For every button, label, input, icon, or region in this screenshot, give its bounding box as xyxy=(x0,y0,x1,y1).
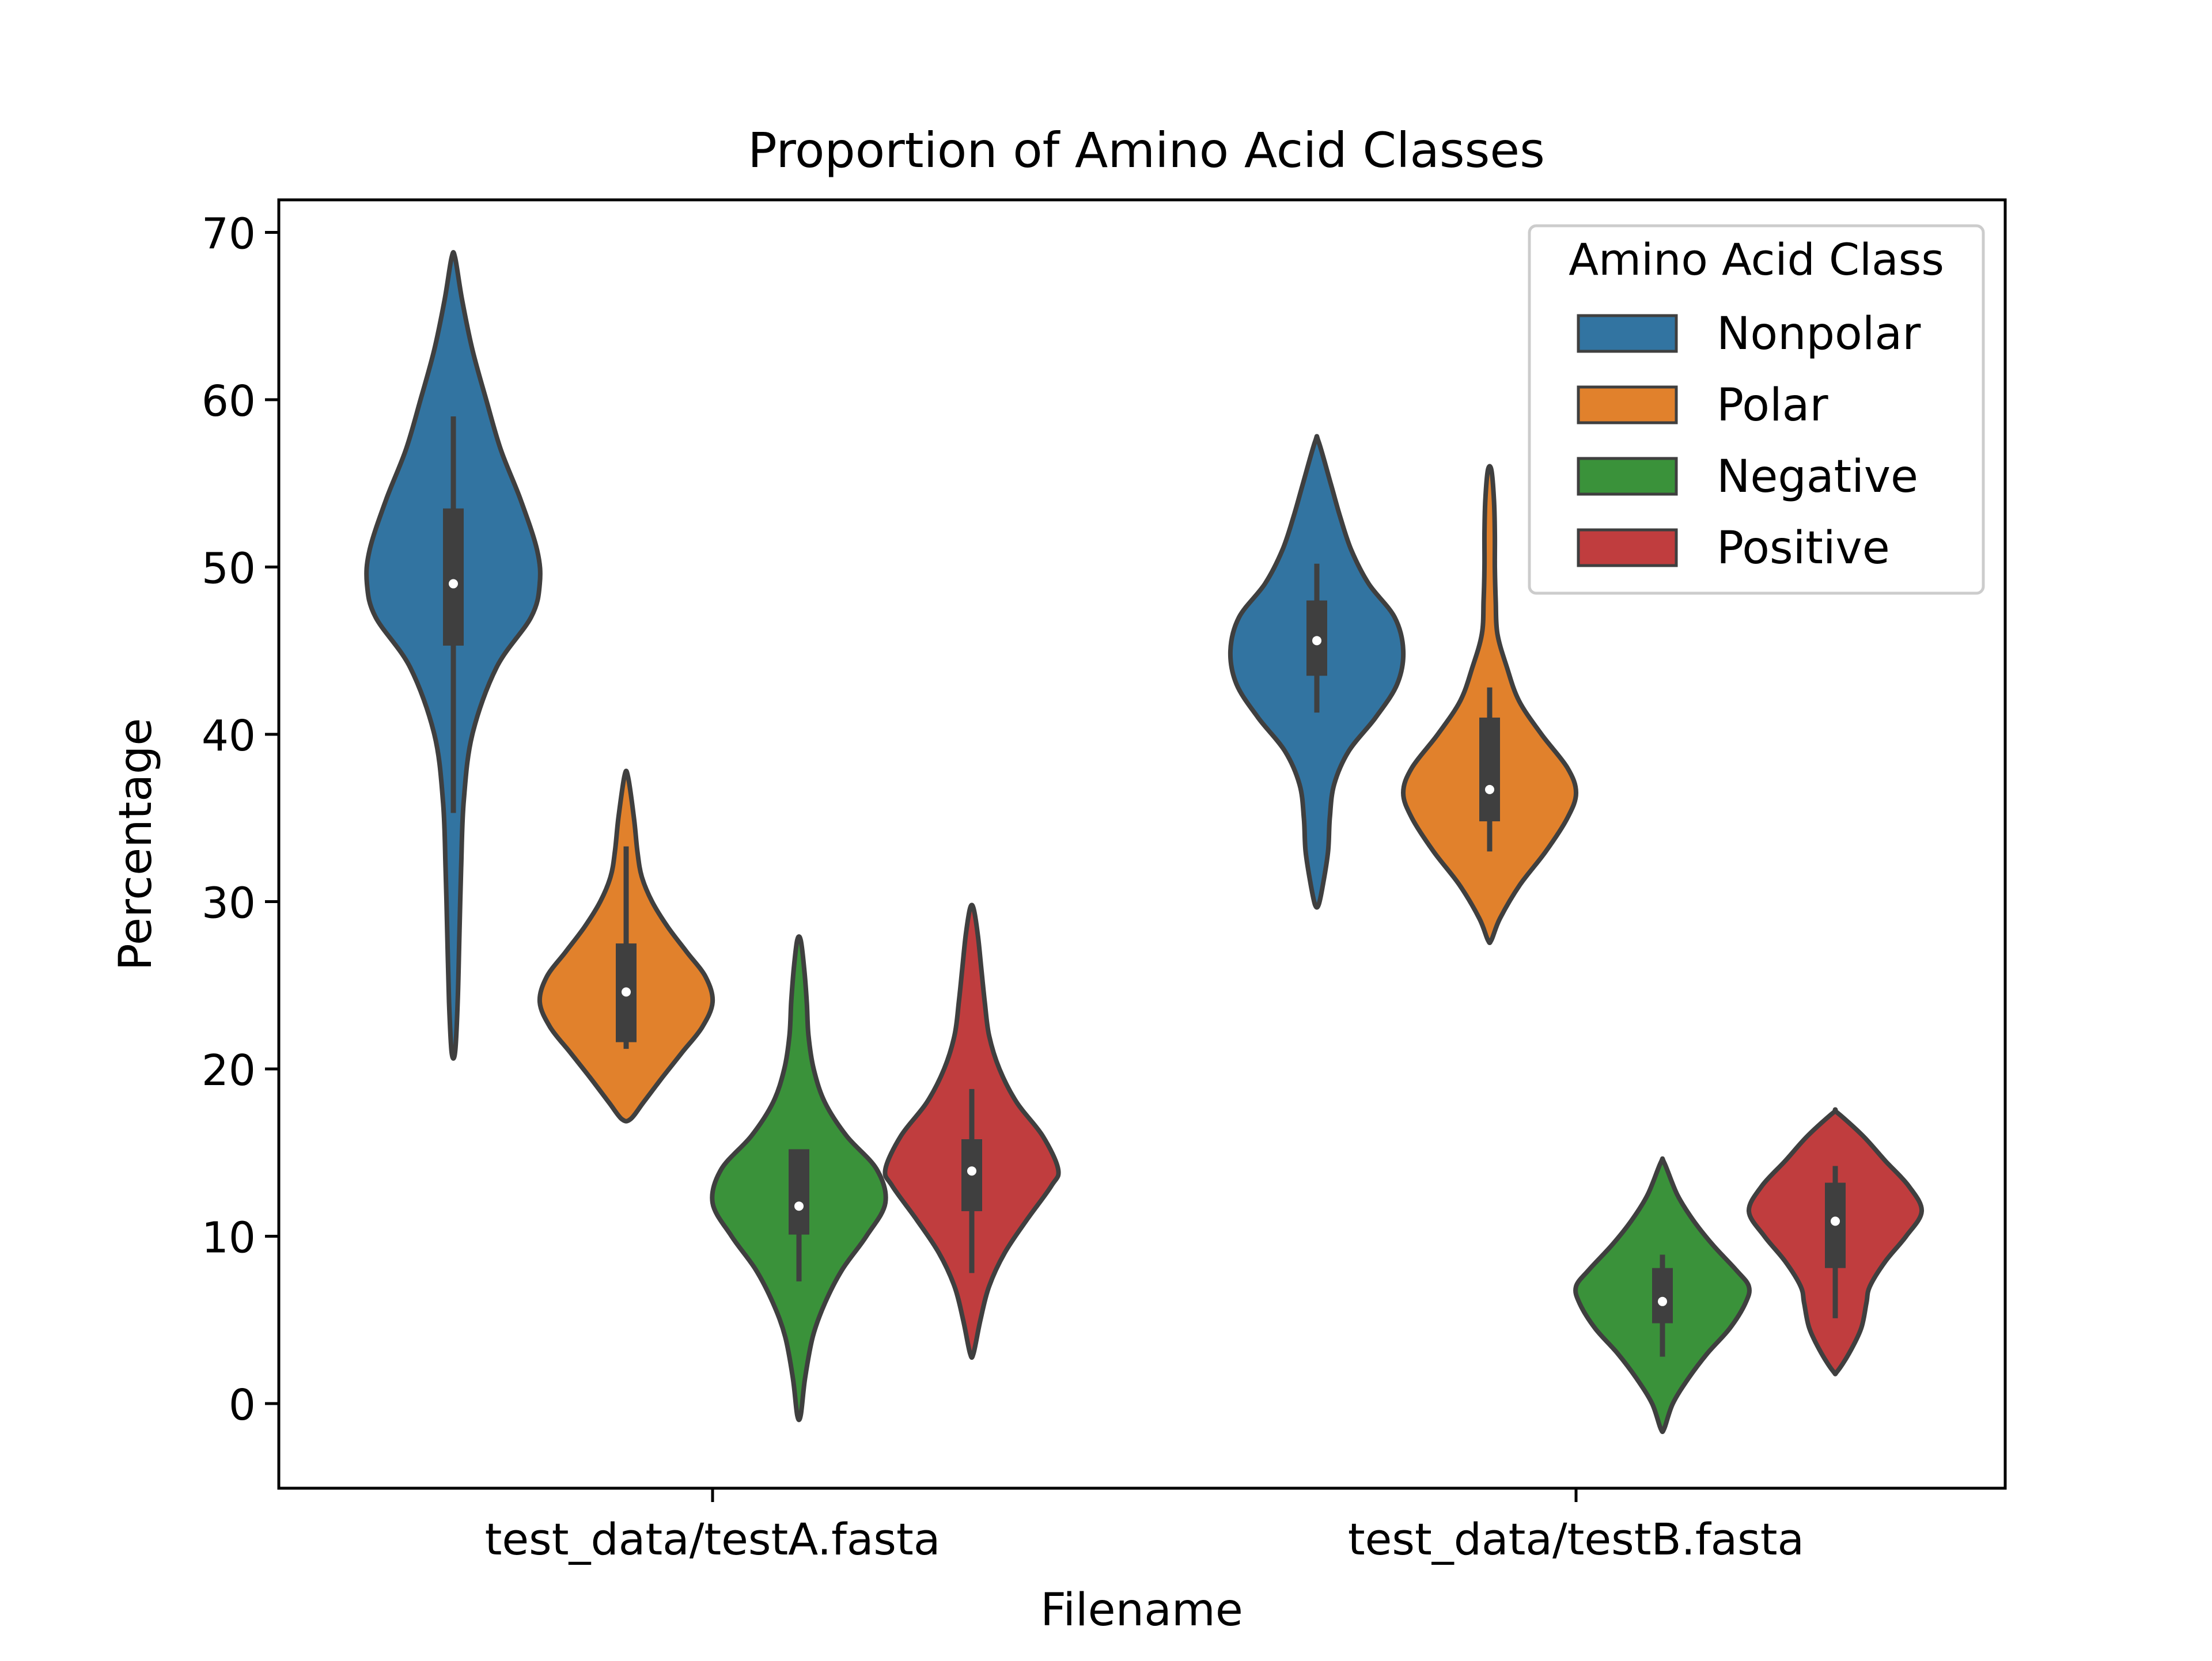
violin-positive-2 xyxy=(1747,1107,1924,1376)
violin-median-dot xyxy=(967,1166,976,1176)
violin-iqr-box xyxy=(1479,717,1500,822)
violin-positive-1 xyxy=(882,902,1061,1360)
violin-iqr-box xyxy=(443,508,464,646)
y-tick-label: 10 xyxy=(202,1213,256,1263)
violin-nonpolar-2 xyxy=(1228,434,1406,910)
y-axis-label: Percentage xyxy=(110,718,162,971)
violin-polar-1 xyxy=(537,768,715,1124)
y-tick-label: 30 xyxy=(202,879,256,928)
y-tick-label: 20 xyxy=(202,1046,256,1095)
violin-iqr-box xyxy=(789,1149,809,1235)
violin-median-dot xyxy=(1831,1216,1840,1226)
x-tick-label: test_data/testB.fasta xyxy=(1348,1514,1804,1565)
violin-negative-1 xyxy=(710,934,888,1423)
violin-polar-2 xyxy=(1401,464,1578,946)
y-tick-label: 50 xyxy=(202,544,256,594)
y-tick-label: 40 xyxy=(202,711,256,761)
violin-median-dot xyxy=(449,579,458,589)
legend-item-polar[interactable]: Polar xyxy=(1577,380,1828,431)
violins-layer xyxy=(364,250,1924,1434)
violin-median-dot xyxy=(1312,636,1321,646)
legend-label: Negative xyxy=(1717,451,1918,503)
x-axis: test_data/testA.fasta test_data/testB.fas… xyxy=(485,1488,1804,1565)
legend-swatch xyxy=(1577,314,1678,353)
legend-swatch xyxy=(1577,385,1678,424)
legend-title: Amino Acid Class xyxy=(1569,234,1944,285)
legend[interactable]: Amino Acid Class Nonpolar Polar Negative Pos… xyxy=(1528,224,1985,595)
legend-item-nonpolar[interactable]: Nonpolar xyxy=(1577,308,1921,360)
violin-median-dot xyxy=(1485,784,1494,794)
y-tick-label: 0 xyxy=(229,1381,256,1430)
plot-frame xyxy=(277,198,2007,1490)
legend-item-positive[interactable]: Positive xyxy=(1577,522,1890,574)
y-axis: 0 10 20 30 40 50 60 70 xyxy=(202,210,279,1430)
legend-item-negative[interactable]: Negative xyxy=(1577,451,1918,503)
x-axis-label: Filename xyxy=(1040,1584,1243,1636)
legend-label: Nonpolar xyxy=(1717,308,1921,360)
legend-label: Polar xyxy=(1717,380,1828,431)
violin-median-dot xyxy=(622,987,631,997)
x-tick-label: test_data/testA.fasta xyxy=(485,1514,941,1565)
legend-swatch xyxy=(1577,528,1678,567)
violin-negative-2 xyxy=(1573,1156,1752,1434)
violin-nonpolar-1 xyxy=(364,250,543,1061)
violin-median-dot xyxy=(794,1201,804,1211)
y-tick-label: 70 xyxy=(202,210,256,259)
legend-swatch xyxy=(1577,457,1678,496)
violin-median-dot xyxy=(1658,1296,1667,1306)
chart-title: Proportion of Amino Acid Classes xyxy=(748,122,1545,179)
y-tick-label: 60 xyxy=(202,377,256,426)
legend-label: Positive xyxy=(1717,522,1890,574)
violin-iqr-box xyxy=(1652,1268,1673,1324)
